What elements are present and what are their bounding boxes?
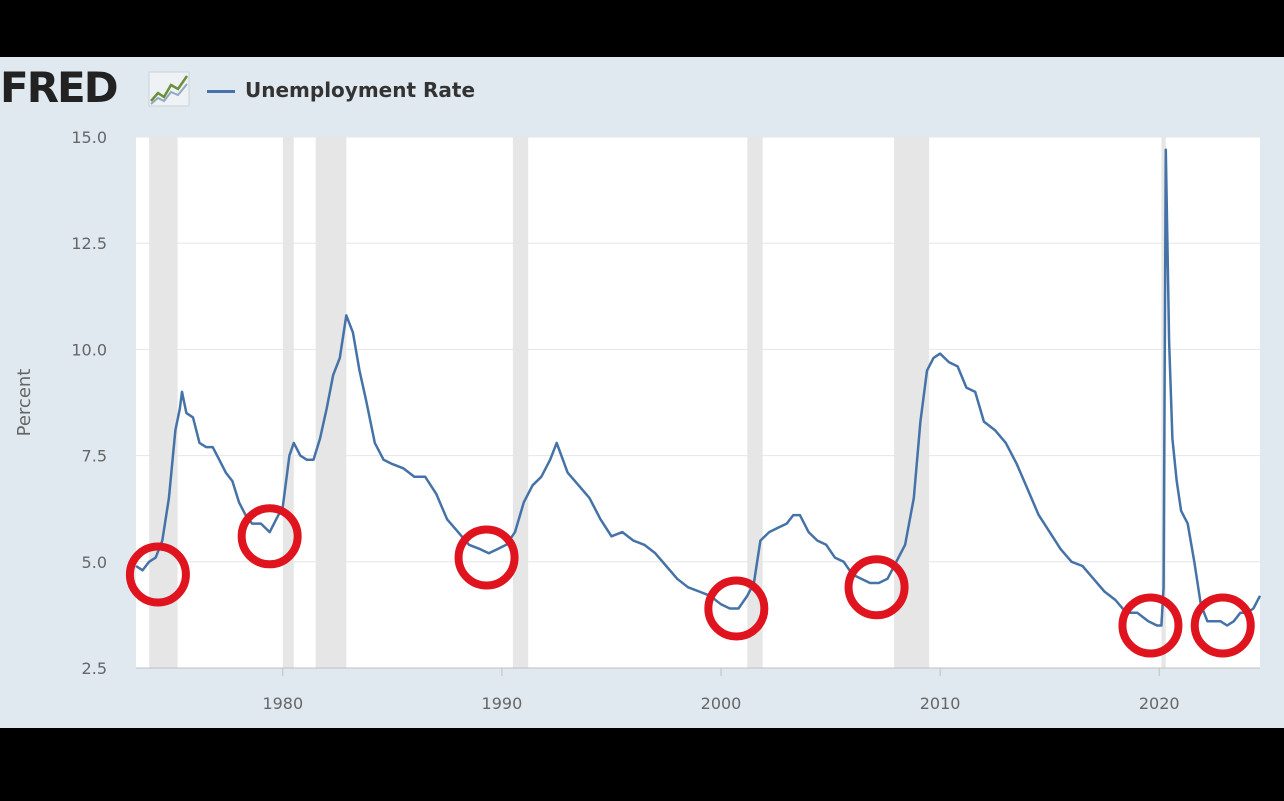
x-tick-label: 2000 [701,694,742,713]
highlight-circle-1 [237,504,302,569]
x-tick-label: 1990 [482,694,523,713]
highlight-circle-2 [454,525,519,590]
chart-frame: FRED Unemployment Rate 2.5 5.0 7.5 10.0 12.5… [0,57,1284,728]
y-tick-label: 12.5 [71,234,107,253]
recession-band-1 [282,137,294,668]
highlight-circle-5 [1118,593,1183,658]
chart-svg: 2.5 5.0 7.5 10.0 12.5 15.0 1980 1990 2000 2010 20… [14,128,1262,713]
y-tick-label: 7.5 [82,447,107,466]
fred-logo[interactable]: FRED [0,63,119,112]
highlight-circle-4 [844,555,909,620]
line-chart-icon [148,71,190,107]
x-tick-label: 2020 [1139,694,1180,713]
highlight-circle-0 [125,542,190,607]
x-tick-label: 2010 [920,694,961,713]
chart-header: FRED Unemployment Rate [0,63,700,109]
y-tick-label: 10.0 [71,340,107,359]
highlight-circle-6 [1190,593,1255,658]
highlight-circle-3 [704,576,769,641]
y-axis-ticks: 2.5 5.0 7.5 10.0 12.5 15.0 [71,128,107,678]
y-tick-label: 15.0 [71,128,107,147]
legend-label[interactable]: Unemployment Rate [245,78,476,102]
y-tick-label: 5.0 [82,553,107,572]
recession-band-0 [149,137,178,668]
series-line-unemployment-rate[interactable] [135,148,1262,627]
x-tick-label: 1980 [262,694,303,713]
recession-band-3 [512,137,529,668]
plot-area [136,137,1260,668]
y-axis-title: Percent [14,369,35,437]
highlight-circles [125,504,1255,658]
recession-bands [149,137,1166,668]
y-tick-label: 2.5 [82,659,107,678]
x-axis-ticks: 1980 1990 2000 2010 2020 [136,667,1260,713]
recession-band-2 [315,137,347,668]
legend-swatch [207,90,235,93]
recession-band-4 [747,137,763,668]
